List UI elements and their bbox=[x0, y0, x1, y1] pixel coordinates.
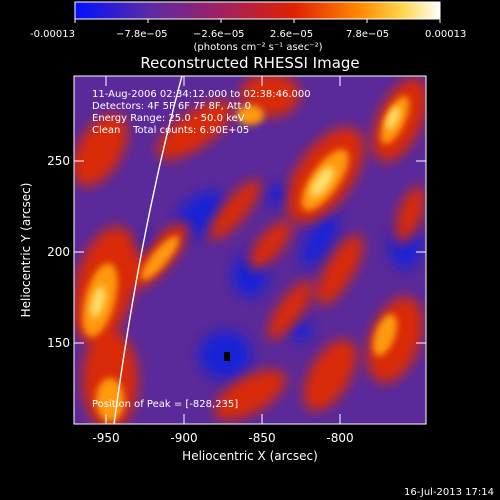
y-tick-label: 200 bbox=[47, 245, 70, 259]
colorbar-tick-2: −2.6e−05 bbox=[193, 29, 245, 40]
x-tick-label: -850 bbox=[248, 431, 275, 445]
colorbar-unit-label: (photons cm⁻² s⁻¹ asec⁻²) bbox=[193, 42, 322, 53]
colorbar-tick-4: 7.8e−05 bbox=[346, 29, 389, 40]
x-tick-label: -900 bbox=[170, 431, 197, 445]
info-line-counts: Clean Total counts: 6.90E+05 bbox=[92, 125, 249, 136]
x-axis-label: Heliocentric X (arcsec) bbox=[182, 449, 318, 463]
colorbar-tick-3: 2.6e−05 bbox=[270, 29, 313, 40]
plot-frame bbox=[73, 75, 427, 425]
colorbar-tick-0: -0.00013 bbox=[30, 29, 75, 40]
info-line-energy: Energy Range: 25.0 - 50.0 keV bbox=[92, 113, 245, 124]
y-tick-label: 150 bbox=[47, 336, 70, 350]
rhessi-image bbox=[74, 76, 426, 424]
y-axis-ticks bbox=[74, 160, 426, 344]
peak-position-label: Position of Peak = [-828,235] bbox=[92, 399, 238, 410]
x-tick-label: -950 bbox=[92, 431, 119, 445]
x-axis-ticks bbox=[105, 76, 341, 424]
colorbar-tick-1: −7.8e−05 bbox=[116, 29, 168, 40]
colorbar-gradient bbox=[74, 1, 441, 20]
colorbar: -0.00013 −7.8e−05 −2.6e−05 2.6e−05 7.8e−… bbox=[30, 1, 466, 53]
plot-title: Reconstructed RHESSI Image bbox=[140, 54, 359, 72]
y-axis-label: Heliocentric Y (arcsec) bbox=[19, 183, 33, 318]
colorbar-tick-5: 0.00013 bbox=[425, 29, 466, 40]
solar-limb-curve bbox=[113, 76, 183, 424]
info-line-time: 11-Aug-2006 02:34:12.000 to 02:38:46.000 bbox=[92, 89, 311, 100]
footer-timestamp: 16-Jul-2013 17:14 bbox=[404, 487, 494, 498]
y-tick-label: 250 bbox=[47, 154, 70, 168]
info-line-detectors: Detectors: 4F 5F 6F 7F 8F, Att 0 bbox=[92, 101, 251, 112]
x-tick-label: -800 bbox=[326, 431, 353, 445]
peak-marker bbox=[224, 352, 230, 361]
